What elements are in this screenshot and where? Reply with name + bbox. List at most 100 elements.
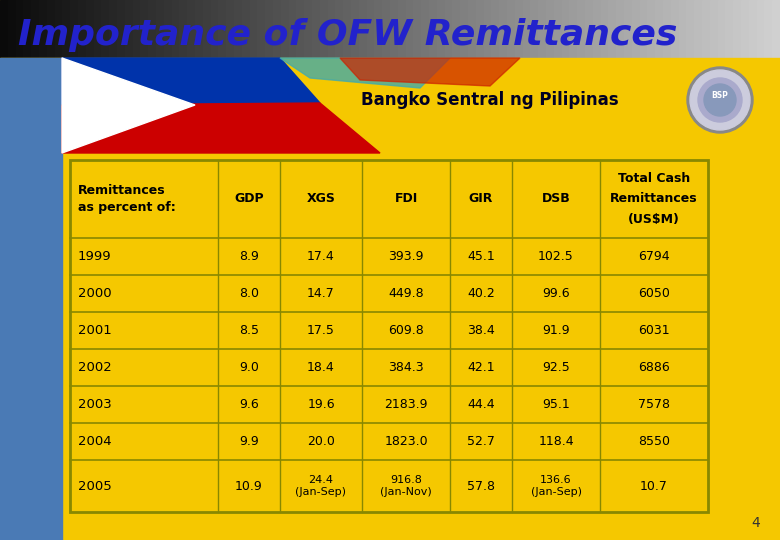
Text: 2005: 2005 <box>78 480 112 492</box>
Bar <box>156 0 164 58</box>
Bar <box>702 0 710 58</box>
Bar <box>640 0 647 58</box>
Bar <box>109 0 117 58</box>
Bar <box>468 0 476 58</box>
Bar <box>460 0 468 58</box>
Bar <box>406 0 413 58</box>
Bar <box>70 160 708 512</box>
Bar <box>390 0 398 58</box>
Text: 42.1: 42.1 <box>467 361 495 374</box>
Polygon shape <box>340 58 520 86</box>
Bar <box>374 0 382 58</box>
Text: 24.4
(Jan-Sep): 24.4 (Jan-Sep) <box>296 475 346 497</box>
Text: 8.5: 8.5 <box>239 324 259 337</box>
Bar <box>242 0 250 58</box>
Bar <box>585 0 593 58</box>
Text: 95.1: 95.1 <box>542 398 570 411</box>
Bar <box>718 0 725 58</box>
Polygon shape <box>62 103 380 153</box>
Text: 9.9: 9.9 <box>239 435 259 448</box>
Bar <box>343 0 351 58</box>
Bar <box>491 0 499 58</box>
Bar <box>234 0 242 58</box>
Bar <box>250 0 257 58</box>
Bar <box>530 0 538 58</box>
Bar <box>445 0 452 58</box>
Bar <box>289 0 296 58</box>
Polygon shape <box>62 58 320 105</box>
Bar <box>16 0 23 58</box>
Bar <box>0 58 780 540</box>
Bar <box>484 0 491 58</box>
Text: 1999: 1999 <box>78 250 112 263</box>
Text: 8.9: 8.9 <box>239 250 259 263</box>
Bar <box>117 0 125 58</box>
Bar <box>164 0 172 58</box>
Bar <box>741 0 749 58</box>
Bar <box>195 0 203 58</box>
Bar <box>296 0 304 58</box>
Text: 2183.9: 2183.9 <box>385 398 427 411</box>
Text: 1823.0: 1823.0 <box>385 435 427 448</box>
Circle shape <box>698 78 742 122</box>
Text: 9.6: 9.6 <box>239 398 259 411</box>
Bar <box>694 0 702 58</box>
Bar <box>725 0 733 58</box>
Text: Remittances: Remittances <box>610 192 698 206</box>
Text: 38.4: 38.4 <box>467 324 495 337</box>
Bar <box>312 0 320 58</box>
Bar <box>554 0 562 58</box>
Bar <box>78 0 86 58</box>
Text: 2000: 2000 <box>78 287 112 300</box>
Text: FDI: FDI <box>395 192 417 206</box>
Text: 393.9: 393.9 <box>388 250 424 263</box>
Text: 45.1: 45.1 <box>467 250 495 263</box>
Polygon shape <box>62 58 230 153</box>
Text: 57.8: 57.8 <box>467 480 495 492</box>
Bar <box>351 0 359 58</box>
Text: 14.7: 14.7 <box>307 287 335 300</box>
Text: 9.0: 9.0 <box>239 361 259 374</box>
Text: 20.0: 20.0 <box>307 435 335 448</box>
Text: 449.8: 449.8 <box>388 287 424 300</box>
Bar <box>429 0 437 58</box>
Bar <box>62 0 70 58</box>
Bar <box>70 160 708 512</box>
Text: 10.9: 10.9 <box>235 480 263 492</box>
Text: 91.9: 91.9 <box>542 324 570 337</box>
Bar <box>335 0 343 58</box>
Bar <box>101 0 109 58</box>
Text: 4: 4 <box>752 516 760 530</box>
Bar <box>125 0 133 58</box>
Bar <box>265 0 273 58</box>
Bar <box>382 0 390 58</box>
Text: 118.4: 118.4 <box>538 435 574 448</box>
Text: Importance of OFW Remittances: Importance of OFW Remittances <box>18 18 677 52</box>
Text: 18.4: 18.4 <box>307 361 335 374</box>
Text: XGS: XGS <box>307 192 335 206</box>
Circle shape <box>687 67 753 133</box>
Bar <box>546 0 554 58</box>
Polygon shape <box>62 58 195 153</box>
Bar <box>523 0 530 58</box>
Bar <box>764 0 772 58</box>
Bar <box>211 0 218 58</box>
Text: 6031: 6031 <box>638 324 670 337</box>
Text: Bangko Sentral ng Pilipinas: Bangko Sentral ng Pilipinas <box>361 91 619 109</box>
Bar <box>133 0 140 58</box>
Bar <box>0 58 62 540</box>
Bar <box>281 0 289 58</box>
Bar <box>320 0 328 58</box>
Bar <box>772 0 780 58</box>
Bar <box>172 0 179 58</box>
Bar <box>140 0 148 58</box>
Text: GDP: GDP <box>234 192 264 206</box>
Text: Total Cash: Total Cash <box>618 172 690 186</box>
Bar <box>538 0 546 58</box>
Text: 17.5: 17.5 <box>307 324 335 337</box>
Bar <box>226 0 234 58</box>
Text: 8.0: 8.0 <box>239 287 259 300</box>
Circle shape <box>704 84 736 116</box>
Text: 2001: 2001 <box>78 324 112 337</box>
Bar <box>328 0 335 58</box>
